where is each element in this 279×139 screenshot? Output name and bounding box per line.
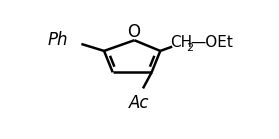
Text: 2: 2 bbox=[186, 43, 193, 53]
Text: CH: CH bbox=[170, 35, 192, 50]
Text: Ph: Ph bbox=[47, 31, 68, 49]
Text: O: O bbox=[127, 23, 140, 41]
Text: Ac: Ac bbox=[128, 94, 149, 112]
Text: —OEt: —OEt bbox=[191, 35, 234, 50]
